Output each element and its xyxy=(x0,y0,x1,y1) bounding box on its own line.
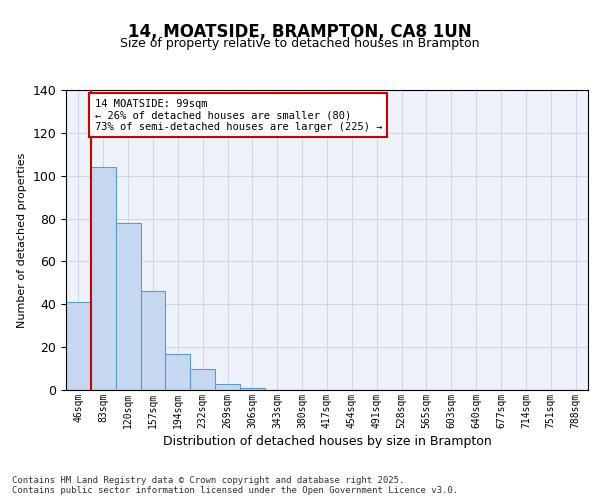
Bar xyxy=(91,167,116,390)
Bar xyxy=(190,368,215,390)
Bar xyxy=(166,354,190,390)
Bar xyxy=(140,292,166,390)
Bar xyxy=(240,388,265,390)
Y-axis label: Number of detached properties: Number of detached properties xyxy=(17,152,27,328)
Text: 14 MOATSIDE: 99sqm
← 26% of detached houses are smaller (80)
73% of semi-detache: 14 MOATSIDE: 99sqm ← 26% of detached hou… xyxy=(95,98,382,132)
Text: Size of property relative to detached houses in Brampton: Size of property relative to detached ho… xyxy=(120,38,480,51)
Bar xyxy=(116,223,140,390)
Text: 14, MOATSIDE, BRAMPTON, CA8 1UN: 14, MOATSIDE, BRAMPTON, CA8 1UN xyxy=(128,22,472,40)
Bar xyxy=(66,302,91,390)
X-axis label: Distribution of detached houses by size in Brampton: Distribution of detached houses by size … xyxy=(163,435,491,448)
Text: Contains HM Land Registry data © Crown copyright and database right 2025.
Contai: Contains HM Land Registry data © Crown c… xyxy=(12,476,458,495)
Bar xyxy=(215,384,240,390)
